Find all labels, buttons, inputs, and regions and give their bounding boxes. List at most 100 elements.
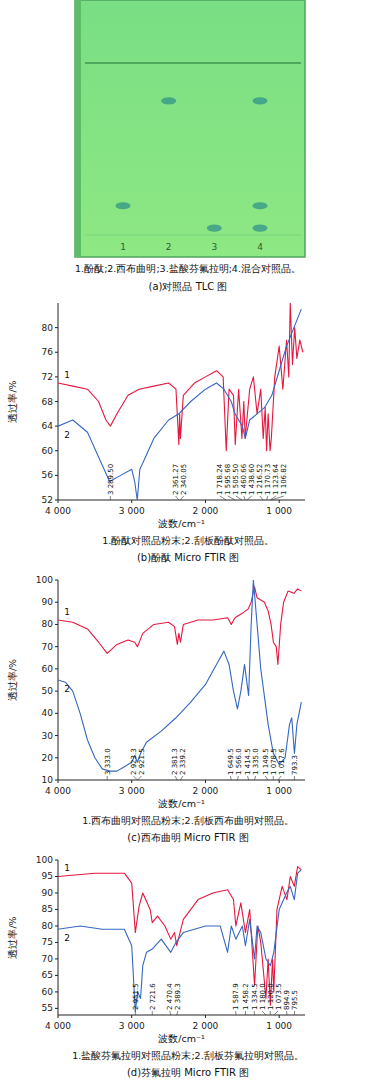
y-tick-label: 20 [42, 753, 54, 763]
x-tick-label: 3 000 [119, 506, 145, 516]
spectrum-line [58, 870, 301, 1012]
peak-label: 1 460.66 [240, 463, 248, 495]
peak-leader [278, 776, 281, 780]
x-tick [279, 500, 280, 503]
y-tick [55, 376, 58, 377]
peak-leader [294, 1011, 295, 1015]
panel-title: (c)西布曲明 Micro FTIR 图 [127, 832, 248, 843]
tlc-panel: 12341.酚酞;2.西布曲明;3.盐酸芬氟拉明;4.混合对照品。(a)对照品 … [75, 0, 305, 292]
peak-label: 2 340.05 [180, 464, 188, 495]
y-tick-label: 75 [42, 937, 53, 947]
peak-label: 2 339.2 [179, 748, 187, 775]
y-tick [55, 860, 58, 861]
plot-area [58, 303, 303, 500]
peak-leader [247, 496, 252, 500]
y-tick-label: 100 [36, 575, 53, 585]
peak-leader [176, 496, 179, 500]
y-tick-label: 68 [42, 397, 54, 407]
tlc-spot [253, 225, 268, 232]
y-tick-label: 80 [42, 921, 54, 931]
y-axis-title: 透过率/% [7, 916, 18, 958]
y-tick-label: 80 [42, 323, 54, 333]
y-tick [55, 327, 58, 328]
y-tick-label: 70 [42, 954, 54, 964]
peak-leader [133, 776, 137, 780]
peak-label: 1 120.0 [267, 983, 275, 1010]
tlc-plate [75, 0, 305, 257]
y-tick-label: 90 [42, 888, 54, 898]
y-tick-label: 30 [42, 731, 54, 741]
y-tick [55, 426, 58, 427]
tlc-spot [207, 225, 222, 232]
y-tick [55, 580, 58, 581]
y-tick-label: 50 [42, 686, 54, 696]
y-tick-label: 60 [42, 664, 54, 674]
peak-label: 2 470.4 [166, 983, 174, 1010]
x-tick-label: 4 000 [45, 1021, 71, 1031]
peak-label: 2 389.3 [174, 983, 182, 1010]
lane-label: 3 [211, 242, 217, 252]
tlc-spot [253, 97, 268, 104]
peak-leader [270, 1011, 271, 1015]
y-tick [55, 925, 58, 926]
y-tick [55, 892, 58, 893]
y-tick-label: 55 [42, 1003, 53, 1013]
x-tick [279, 780, 280, 783]
peak-leader [152, 1011, 153, 1015]
x-tick [205, 1015, 206, 1018]
peak-leader [265, 776, 268, 780]
peak-leader [180, 496, 183, 500]
y-tick [55, 757, 58, 758]
peak-leader [245, 1011, 246, 1015]
figure: 12341.酚酞;2.西布曲明;3.盐酸芬氟拉明;4.混合对照品。(a)对照品 … [0, 0, 376, 1090]
y-tick [55, 352, 58, 353]
series-label: 2 [64, 684, 70, 694]
y-tick [55, 1008, 58, 1009]
series-label: 2 [64, 933, 70, 943]
x-axis-title: 波数/cm⁻¹ [158, 798, 205, 809]
peak-leader [267, 496, 268, 500]
plot-area [58, 580, 301, 771]
x-tick-label: 1 000 [266, 1021, 292, 1031]
x-tick-label: 4 000 [45, 786, 71, 796]
peak-leader [286, 1011, 287, 1015]
peak-leader [107, 776, 108, 780]
peak-leader [236, 496, 242, 500]
peak-leader [274, 1011, 278, 1015]
series-label: 1 [64, 863, 70, 873]
y-tick-label: 60 [42, 446, 54, 456]
spectrum-line [58, 587, 301, 665]
y-tick-label: 90 [42, 597, 54, 607]
peak-label: 2 381.3 [171, 748, 179, 775]
x-tick-label: 4 000 [45, 506, 71, 516]
y-tick [55, 942, 58, 943]
peak-leader [271, 496, 284, 500]
peak-label: 1 458.2 [242, 983, 250, 1010]
peak-label: 1 180.0 [259, 983, 267, 1010]
peak-label: 795.5 [291, 990, 299, 1010]
x-axis-title: 波数/cm⁻¹ [158, 518, 205, 529]
lane-label: 4 [257, 242, 263, 252]
x-tick [58, 780, 59, 783]
peak-leader [170, 1011, 171, 1015]
x-tick-label: 3 000 [119, 786, 145, 796]
y-tick-label: 56 [42, 470, 54, 480]
x-tick-label: 3 000 [119, 1021, 145, 1031]
x-tick [279, 1015, 280, 1018]
y-axis-title: 透过率/% [7, 380, 18, 422]
spectrum-line [58, 303, 303, 451]
peak-label: 1 505.50 [232, 464, 240, 495]
y-tick-label: 65 [42, 970, 53, 980]
x-tick [131, 1015, 132, 1018]
y-tick-label: 64 [42, 421, 54, 431]
peak-label: 1 649.5 [227, 748, 235, 775]
x-tick [58, 500, 59, 503]
lane-label: 2 [166, 242, 172, 252]
panel-title: (b)酚酞 Micro FTIR 图 [137, 552, 239, 563]
x-tick [131, 780, 132, 783]
x-tick [205, 780, 206, 783]
y-tick [55, 735, 58, 736]
peak-leader [230, 776, 232, 780]
spectrum-line [58, 309, 301, 500]
y-tick-label: 72 [42, 372, 53, 382]
